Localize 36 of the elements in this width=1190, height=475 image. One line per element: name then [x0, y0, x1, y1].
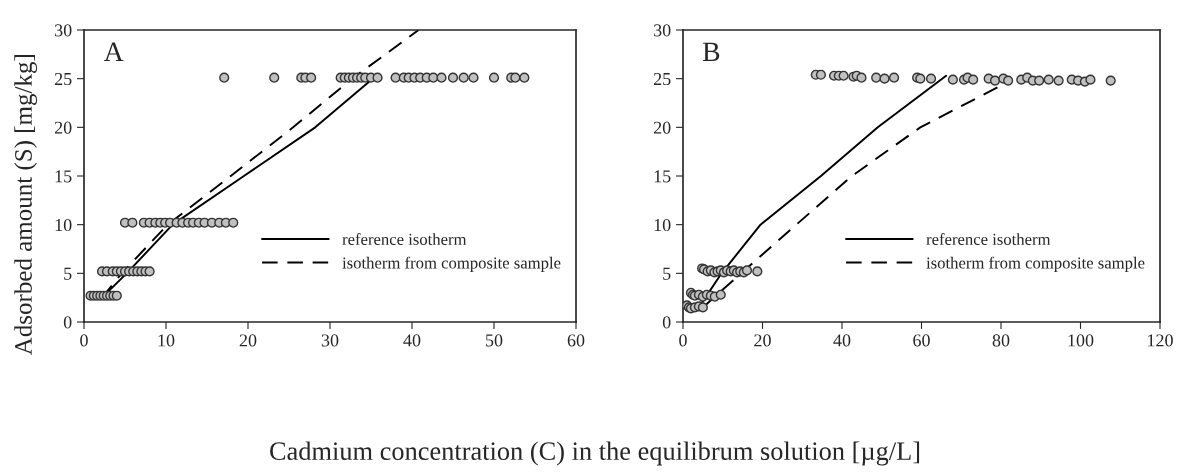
- y-axis-title: Adsorbed amount (S) [mg/kg]: [14, 55, 38, 356]
- annotation: A: [103, 42, 124, 61]
- x-tick-label: 0: [80, 334, 88, 347]
- y-tick-label: 30: [654, 24, 671, 37]
- y-tick-label: 10: [654, 218, 671, 232]
- annotation: B: [702, 42, 720, 62]
- x-tick-label: 20: [754, 334, 771, 347]
- x-axis-title: Cadmium concentration (C) in the equilibrum solution [µg/L]: [270, 441, 920, 466]
- x-tick-label: 20: [239, 334, 257, 347]
- y-tick-label: 20: [54, 121, 72, 134]
- x-tick-label: 0: [679, 334, 687, 347]
- x-tick-label: 30: [321, 334, 339, 347]
- x-tick-label: 120: [1148, 334, 1173, 347]
- x-tick-label: 60: [913, 334, 930, 347]
- y-tick-label: 15: [654, 170, 671, 183]
- y-tick-label: 20: [653, 121, 671, 134]
- y-tick-label: 15: [55, 170, 72, 183]
- x-tick-label: 60: [567, 334, 585, 347]
- x-tick-label: 10: [158, 334, 175, 347]
- x-tick-label: 40: [403, 334, 421, 347]
- x-tick-label: 40: [833, 334, 851, 347]
- y-tick-label: 5: [64, 267, 72, 280]
- legend-label: reference isotherm: [926, 233, 1051, 245]
- y-tick-label: 0: [63, 316, 72, 329]
- x-tick-label: 50: [486, 334, 503, 347]
- legend-label: reference isotherm: [342, 233, 467, 245]
- y-tick-label: 25: [653, 72, 671, 86]
- x-tick-label: 80: [992, 334, 1010, 347]
- y-tick-label: 25: [54, 72, 72, 86]
- y-tick-label: 5: [663, 267, 671, 280]
- y-tick-label: 30: [55, 24, 72, 37]
- legend-label: isotherm from composite sample: [926, 256, 1145, 272]
- y-tick-label: 0: [662, 316, 671, 329]
- y-tick-label: 10: [55, 218, 72, 232]
- x-tick-label: 100: [1068, 334, 1094, 347]
- legend-label: isotherm from composite sample: [342, 256, 561, 272]
